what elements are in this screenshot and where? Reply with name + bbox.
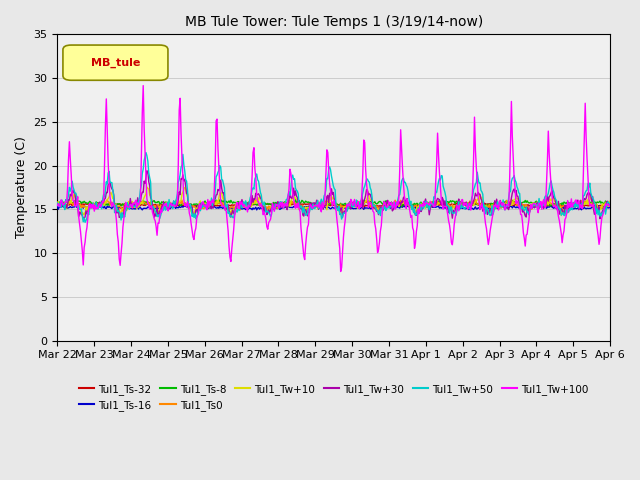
FancyBboxPatch shape xyxy=(63,45,168,80)
Legend: Tul1_Ts-32, Tul1_Ts-16, Tul1_Ts-8, Tul1_Ts0, Tul1_Tw+10, Tul1_Tw+30, Tul1_Tw+50,: Tul1_Ts-32, Tul1_Ts-16, Tul1_Ts-8, Tul1_… xyxy=(75,380,593,415)
Y-axis label: Temperature (C): Temperature (C) xyxy=(15,136,28,239)
Bar xyxy=(58,183,610,222)
Title: MB Tule Tower: Tule Temps 1 (3/19/14-now): MB Tule Tower: Tule Temps 1 (3/19/14-now… xyxy=(184,15,483,29)
Text: MB_tule: MB_tule xyxy=(91,58,140,68)
